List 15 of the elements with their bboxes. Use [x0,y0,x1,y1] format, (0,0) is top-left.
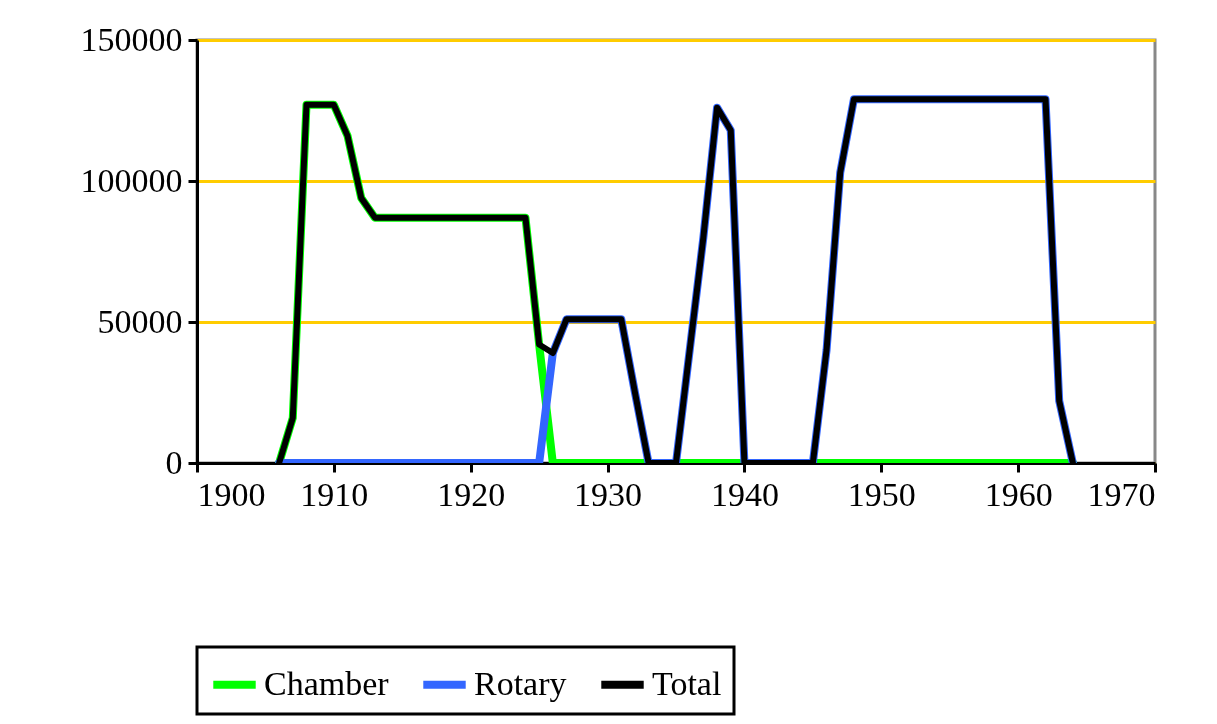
legend-label: Chamber [264,664,390,702]
x-tick-label: 1940 [710,475,779,513]
y-tick-label: 150000 [80,20,183,58]
x-tick-label: 1930 [574,475,643,513]
x-tick-label: 1910 [300,475,369,513]
x-tick-label: 1950 [847,475,916,513]
x-tick-label: 1960 [984,475,1053,513]
x-tick-label: 1970 [1087,475,1156,513]
x-tick-label: 1920 [437,475,506,513]
legend-label: Rotary [474,664,567,702]
x-tick-label: 1900 [197,475,266,513]
y-tick-label: 0 [165,443,183,481]
y-tick-label: 100000 [80,161,183,199]
legend-label: Total [652,664,722,702]
y-tick-label: 50000 [97,302,183,340]
